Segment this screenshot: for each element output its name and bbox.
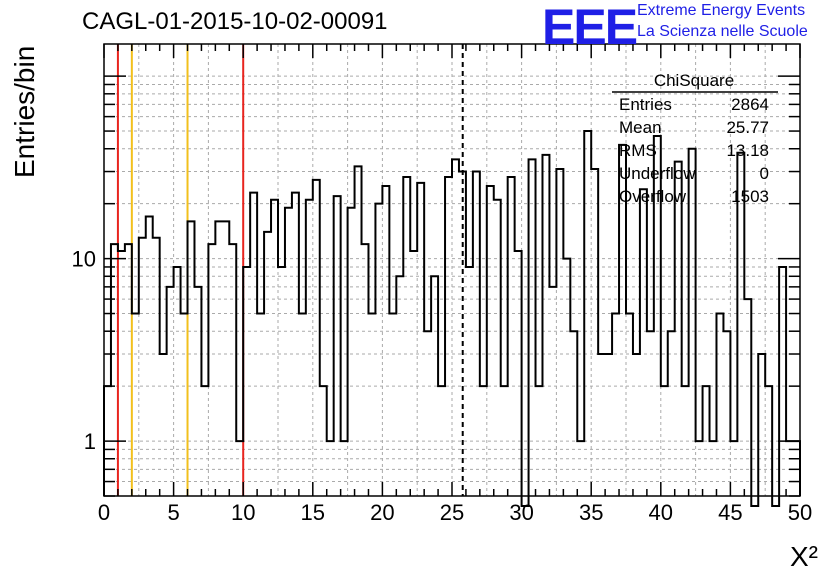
logo-caption-line2: La Scienza nelle Scuole [637,23,808,40]
stats-title: ChiSquare [654,71,734,90]
y-tick-labels: 1 10 [72,247,96,454]
stats-label-overflow: Overflow [619,187,687,206]
logo-caption-line1: Extreme Energy Events [637,2,806,19]
x-tick-label: 0 [98,500,110,525]
stats-label-underflow: Underflow [619,164,696,183]
stats-value-mean: 25.77 [726,118,769,137]
x-tick-label: 40 [649,500,673,525]
stats-value-entries: 2864 [731,95,769,114]
axis-ticks [103,44,801,497]
x-tick-label: 10 [231,500,255,525]
y-tick-label: 10 [72,247,96,272]
grid [104,44,800,496]
x-tick-label: 30 [509,500,533,525]
stats-value-underflow: 0 [760,164,769,183]
chart-title: CAGL-01-2015-10-02-00091 [82,8,388,35]
stats-value-rms: 13.18 [726,141,769,160]
x-tick-label: 15 [301,500,325,525]
stats-label-rms: RMS [619,141,657,160]
y-tick-label: 1 [84,429,96,454]
x-tick-label: 50 [788,500,812,525]
stats-label-mean: Mean [619,118,662,137]
stats-box: ChiSquare Entries 2864 Mean 25.77 RMS 13… [612,71,778,206]
marker-lines [116,44,464,496]
histogram-series [103,130,801,507]
y-axis-title: Entries/bin [9,46,40,178]
eee-logo: EEE [542,0,638,55]
x-tick-label: 35 [579,500,603,525]
x-tick-label: 25 [440,500,464,525]
x-tick-labels: 0 5 10 15 20 25 30 35 40 45 50 [98,500,812,525]
x-tick-label: 5 [167,500,179,525]
stats-label-entries: Entries [619,95,672,114]
stats-value-overflow: 1503 [731,187,769,206]
x-tick-label: 20 [370,500,394,525]
x-axis-title: X² [790,541,818,572]
x-tick-label: 45 [718,500,742,525]
